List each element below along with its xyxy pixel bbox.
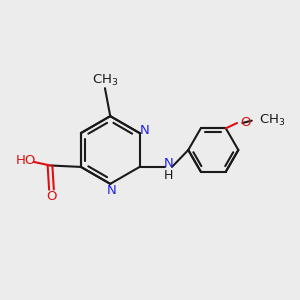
Text: CH$_3$: CH$_3$ bbox=[92, 73, 118, 88]
Text: O: O bbox=[240, 116, 251, 129]
Text: CH$_3$: CH$_3$ bbox=[259, 113, 286, 128]
Text: HO: HO bbox=[15, 154, 36, 167]
Text: N: N bbox=[164, 158, 173, 170]
Text: N: N bbox=[140, 124, 150, 137]
Text: H: H bbox=[164, 169, 173, 182]
Text: N: N bbox=[107, 184, 117, 197]
Text: O: O bbox=[46, 190, 57, 202]
